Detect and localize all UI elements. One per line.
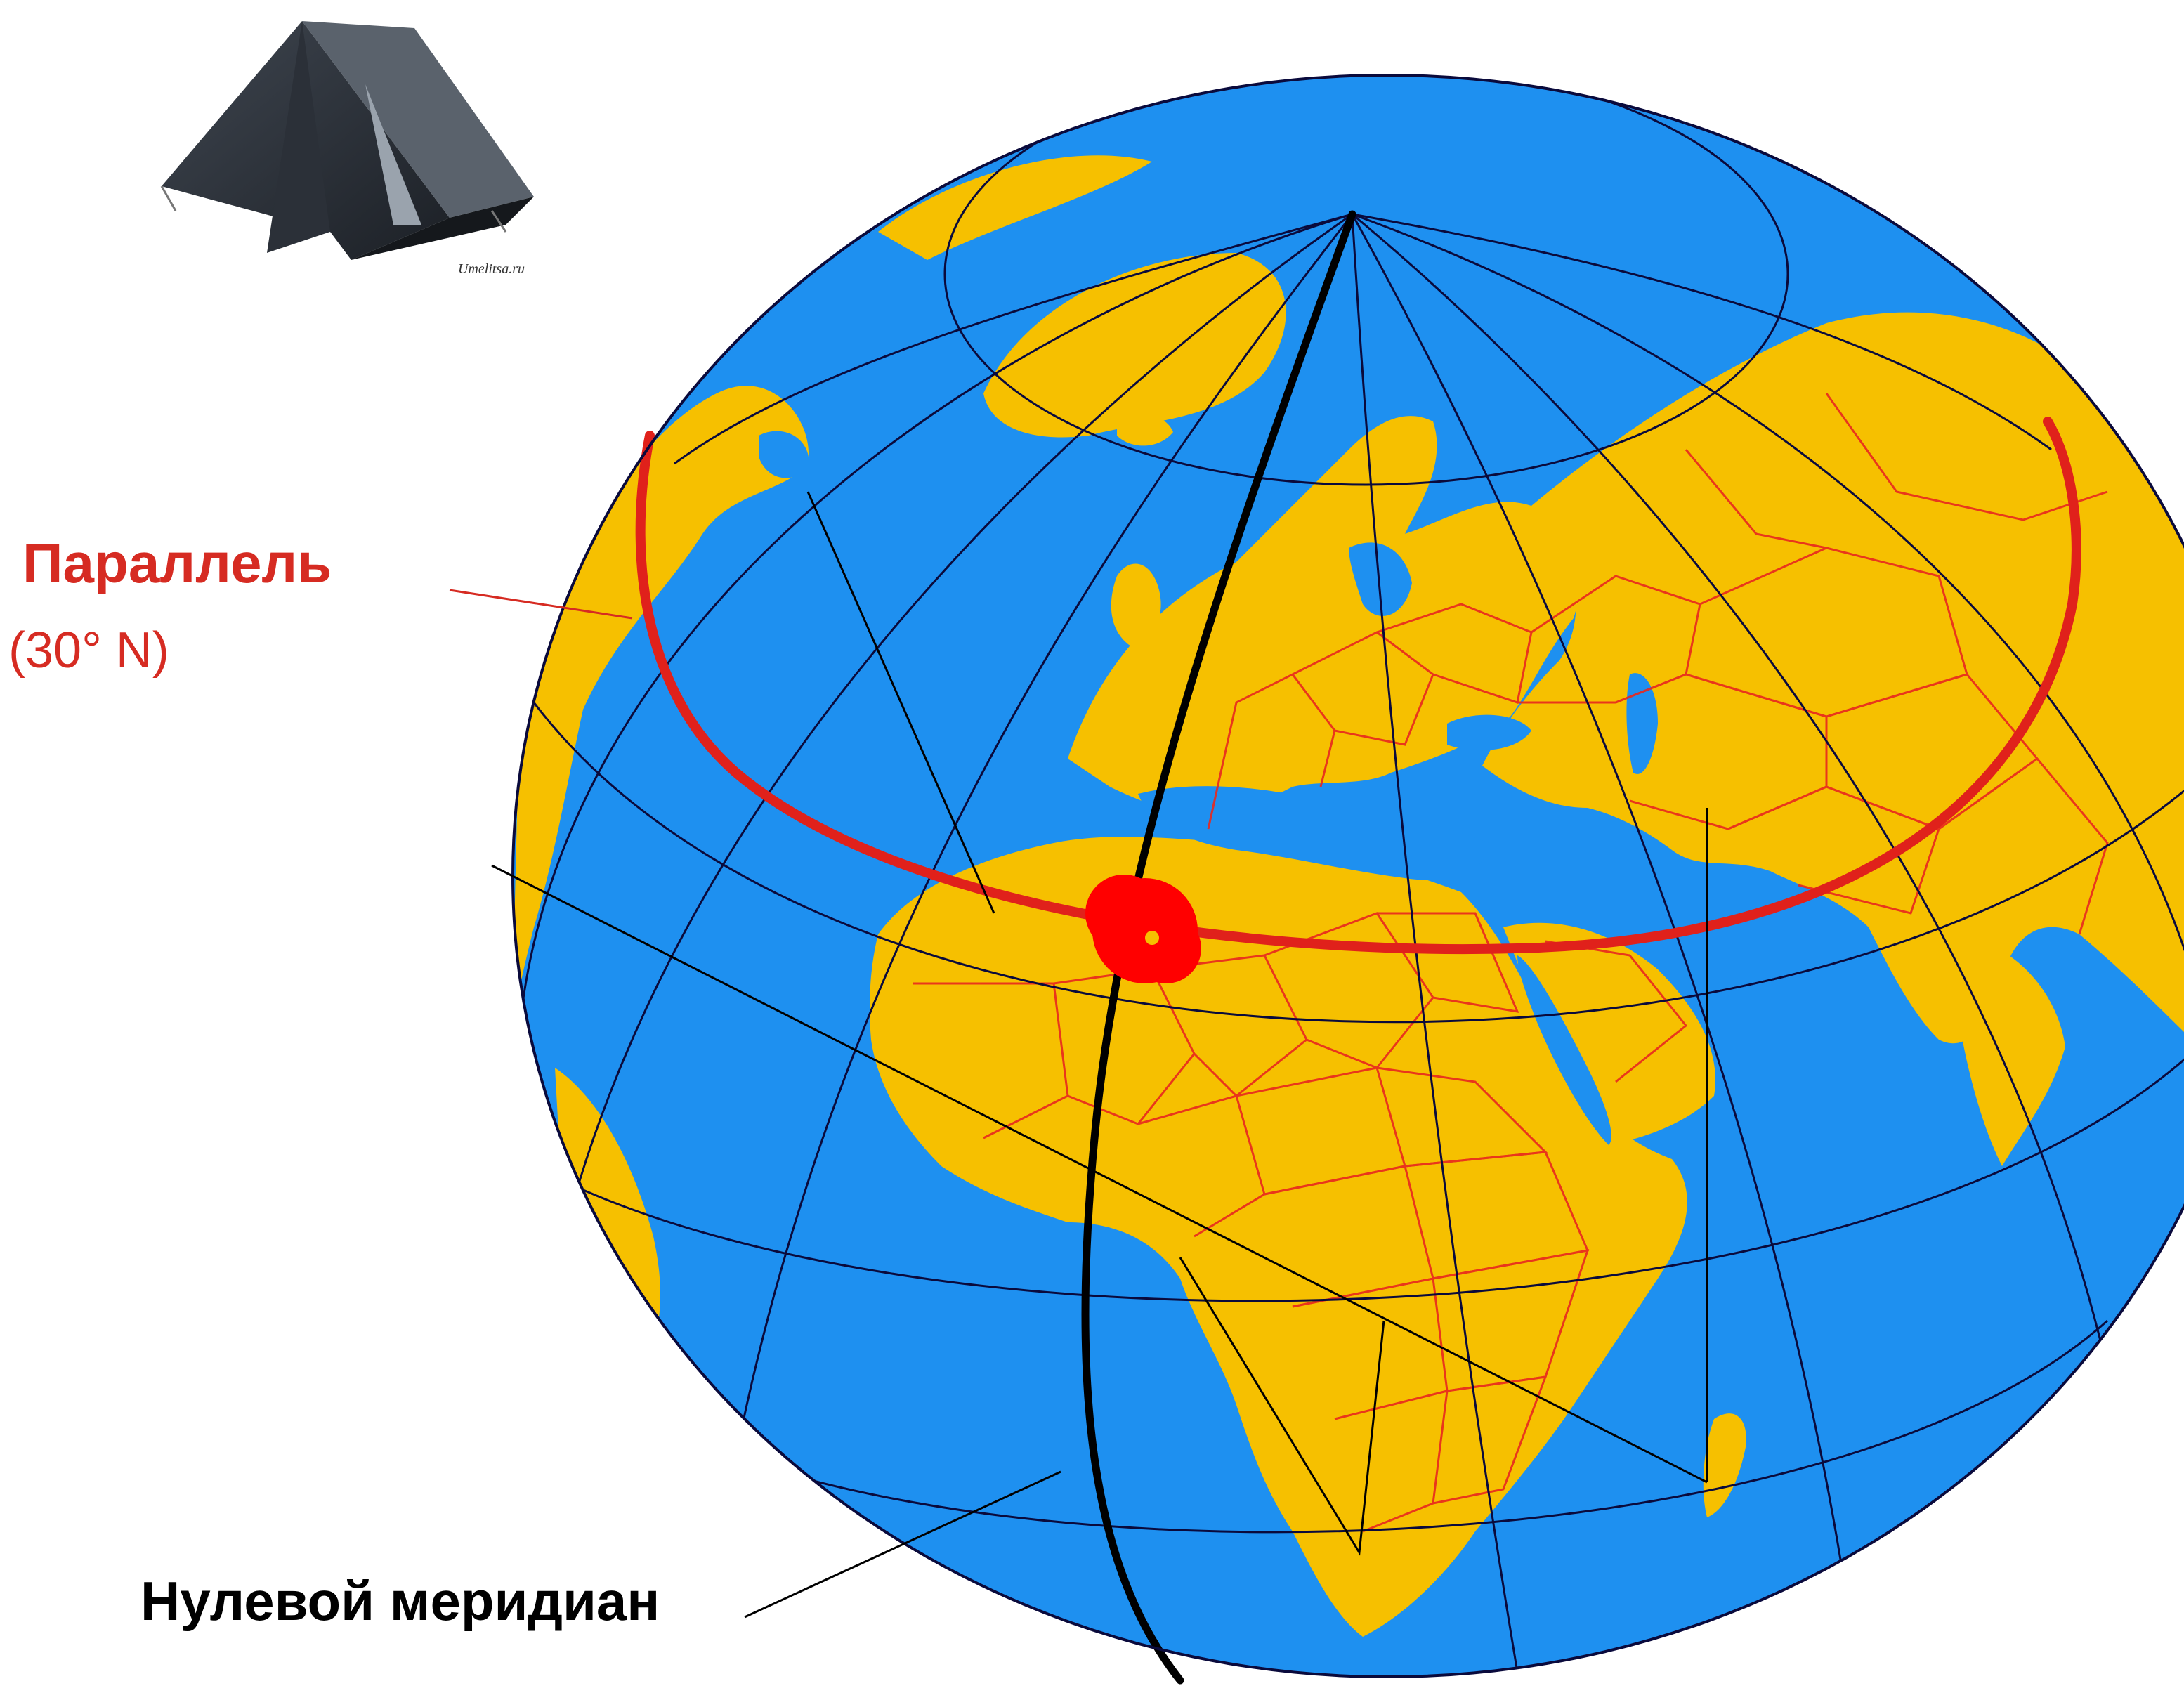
red-sea	[1517, 955, 1611, 1145]
africa	[870, 837, 1687, 1637]
asia	[1482, 312, 2184, 1054]
watermark-text: Umelitsa.ru	[458, 261, 525, 277]
prime-meridian-label: Нулевой меридиан	[140, 1570, 660, 1632]
parallels	[532, 75, 2184, 1534]
hudson-bay	[759, 431, 809, 478]
parallel-30n-line	[635, 417, 2081, 955]
country-borders	[913, 393, 2109, 1533]
iceland	[1117, 414, 1173, 446]
madagascar	[1703, 1413, 1746, 1517]
location-marker	[1085, 875, 1201, 983]
parallel-leader-line	[449, 589, 633, 620]
meridian-leader-line	[744, 1470, 1061, 1619]
arabian-peninsula	[1503, 922, 1715, 1145]
persian-gulf	[1700, 934, 1763, 983]
inland-seas	[759, 431, 1763, 1145]
great-britain	[1111, 563, 1161, 646]
caspian-sea	[1626, 673, 1658, 774]
baltic-sea	[1349, 542, 1412, 616]
north-america	[513, 386, 809, 1229]
mediterranean-sea	[1138, 786, 1489, 880]
parallel-label: Параллель	[22, 532, 332, 594]
black-sea	[1447, 714, 1531, 751]
tent-icon	[160, 21, 534, 260]
latitude-label: (30° N)	[8, 622, 169, 679]
greenland	[983, 253, 1286, 438]
meridians	[518, 213, 2184, 1677]
india	[1960, 941, 2065, 1166]
prime-meridian-line	[1081, 210, 1356, 1685]
sketch-lines	[491, 491, 1708, 1556]
